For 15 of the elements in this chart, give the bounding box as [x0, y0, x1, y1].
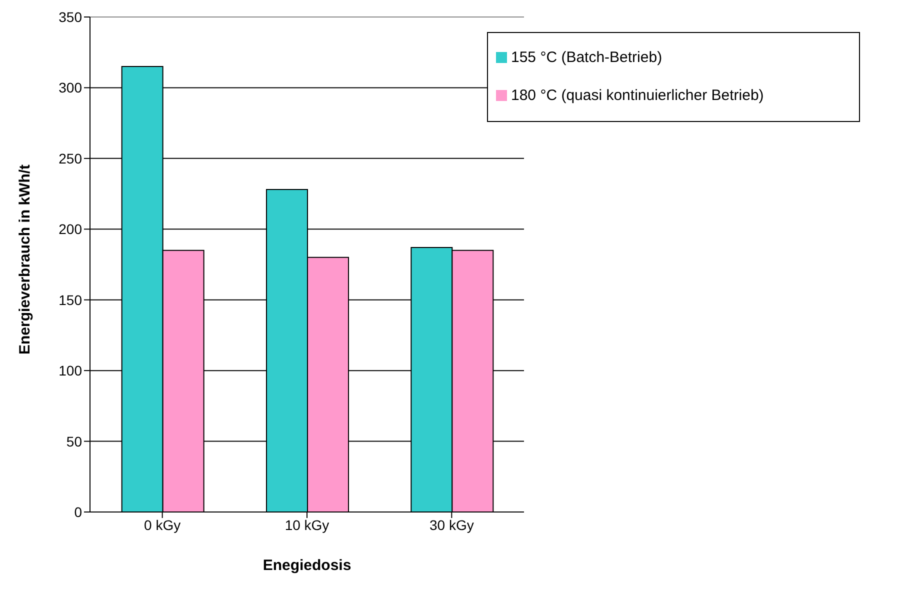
y-tick-label: 100: [58, 362, 82, 379]
y-tick-label: 200: [58, 221, 82, 238]
y-tick-label: 350: [58, 8, 82, 25]
y-tick-label: 0: [74, 504, 82, 520]
x-tick-label: 0 kGy: [144, 516, 181, 533]
y-tick-label: 250: [58, 150, 82, 166]
legend-label: 180 °C (quasi kontinuierlicher Betrieb): [511, 87, 764, 104]
y-tick-label: 300: [58, 80, 82, 96]
y-tick-label: 50: [66, 433, 82, 450]
y-axis-title: Energieverbrauch in kWh/t: [16, 164, 34, 354]
x-tick-label: 30 kGy: [429, 516, 474, 533]
x-tick-label: 10 kGy: [284, 516, 330, 533]
legend-label: 155 °C (Batch-Betrieb): [511, 49, 662, 66]
x-axis-title: Enegiedosis: [262, 557, 352, 574]
y-tick-label: 150: [58, 292, 82, 308]
